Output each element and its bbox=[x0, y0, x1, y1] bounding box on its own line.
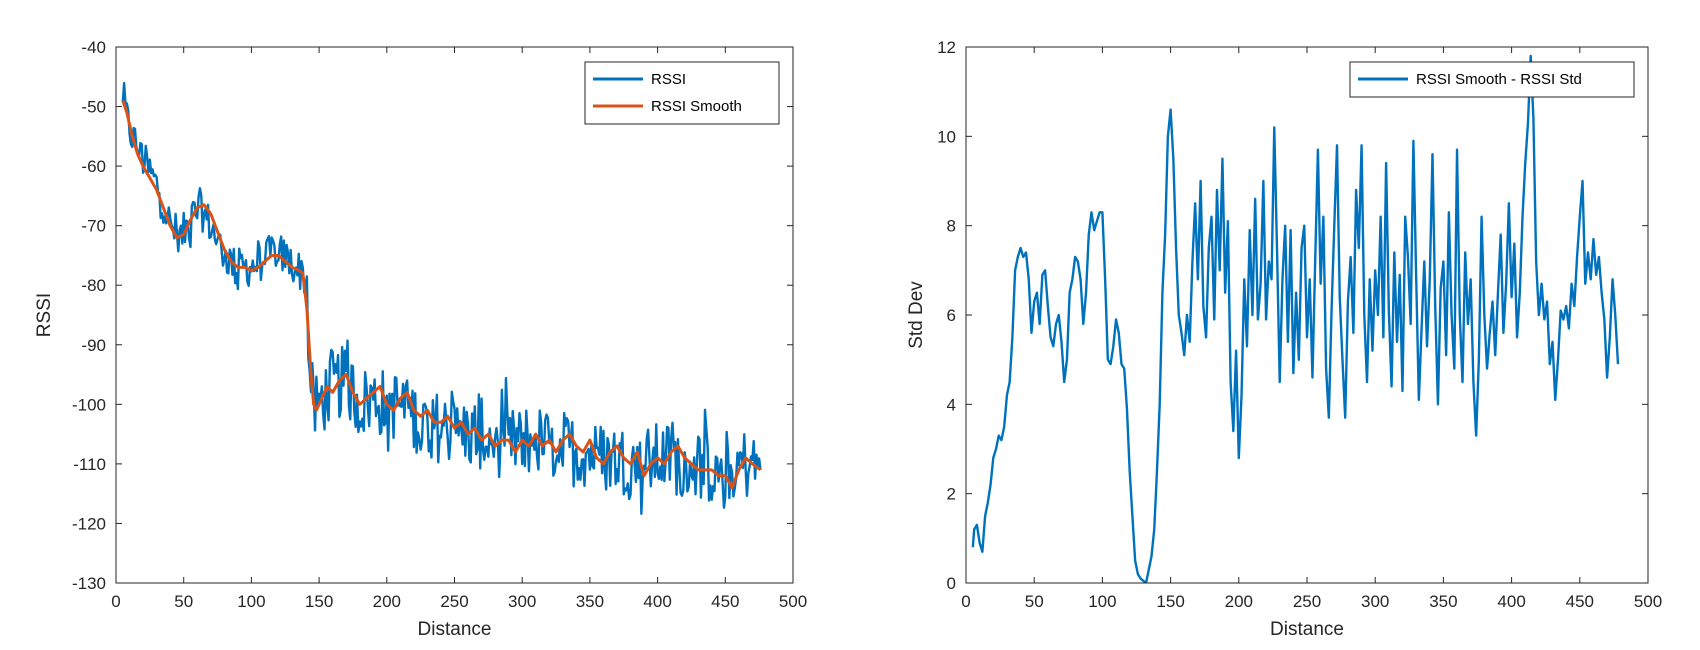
chart-panel-1: 0 50 100 150 200 250 300 350 400 450 500 -130 -120 -1… bbox=[34, 38, 807, 640]
legend-label: RSSI bbox=[651, 71, 686, 88]
x-tick-label: 150 bbox=[305, 592, 333, 611]
y-tick-label: 8 bbox=[947, 217, 956, 236]
series-line-rssi-smooth-rssi-std bbox=[971, 54, 1620, 583]
x-tick-label: 300 bbox=[1361, 592, 1389, 611]
x-tick-label: 0 bbox=[111, 592, 120, 611]
x-tick-label: 250 bbox=[440, 592, 468, 611]
y-tick-label: -130 bbox=[72, 574, 106, 593]
y-tick-label: 4 bbox=[947, 395, 956, 414]
x-tick-label: 400 bbox=[1497, 592, 1525, 611]
series-group bbox=[121, 81, 762, 515]
x-axis-label: Distance bbox=[418, 619, 492, 640]
y-tick-label: -50 bbox=[81, 98, 106, 117]
y-tick-label: -70 bbox=[81, 217, 106, 236]
y-tick-label: -80 bbox=[81, 276, 106, 295]
series-group bbox=[971, 54, 1620, 583]
legend-label: RSSI Smooth - RSSI Std bbox=[1416, 71, 1582, 88]
legend-box bbox=[584, 61, 780, 125]
y-tick-label: -120 bbox=[72, 514, 106, 533]
x-tick-label: 350 bbox=[576, 592, 604, 611]
x-axis-label: Distance bbox=[1270, 619, 1344, 640]
x-tick-label: 0 bbox=[961, 592, 970, 611]
x-tick-label: 50 bbox=[1025, 592, 1044, 611]
y-axis-label: Std Dev bbox=[906, 281, 927, 349]
x-tick-label: 150 bbox=[1156, 592, 1184, 611]
x-tick-label: 500 bbox=[779, 592, 807, 611]
legend-label: RSSI Smooth bbox=[651, 98, 742, 115]
y-tick-label: -110 bbox=[73, 455, 106, 474]
x-tick-label: 400 bbox=[643, 592, 671, 611]
y-tick-label: 0 bbox=[947, 574, 956, 593]
x-tick-label: 450 bbox=[1566, 592, 1594, 611]
y-tick-label: -90 bbox=[81, 336, 106, 355]
y-tick-label: -60 bbox=[81, 157, 106, 176]
plot-area bbox=[116, 47, 793, 583]
y-tick-label: 12 bbox=[937, 38, 956, 57]
x-tick-label: 50 bbox=[174, 592, 193, 611]
x-tick-label: 100 bbox=[1088, 592, 1116, 611]
x-tick-label: 100 bbox=[237, 592, 265, 611]
x-tick-label: 200 bbox=[373, 592, 401, 611]
y-tick-label: -40 bbox=[81, 38, 106, 57]
x-tick-label: 350 bbox=[1429, 592, 1457, 611]
x-tick-label: 300 bbox=[508, 592, 536, 611]
legend: RSSI Smooth - RSSI Std bbox=[1349, 61, 1635, 98]
x-tick-label: 450 bbox=[711, 592, 739, 611]
legend: RSSI RSSI Smooth bbox=[584, 61, 780, 125]
x-tick-label: 200 bbox=[1225, 592, 1253, 611]
y-axis-label: RSSI bbox=[34, 293, 55, 337]
y-tick-label: 10 bbox=[937, 127, 956, 146]
chart-panel-2: 0 50 100 150 200 250 300 350 400 450 500 0 2 4 6 8 10 12 D… bbox=[906, 38, 1662, 640]
x-tick-label: 500 bbox=[1634, 592, 1662, 611]
x-tick-label: 250 bbox=[1293, 592, 1321, 611]
y-tick-label: -100 bbox=[72, 395, 106, 414]
y-tick-label: 6 bbox=[947, 306, 956, 325]
series-line-rssi-smooth bbox=[121, 100, 762, 490]
y-tick-label: 2 bbox=[947, 485, 956, 504]
